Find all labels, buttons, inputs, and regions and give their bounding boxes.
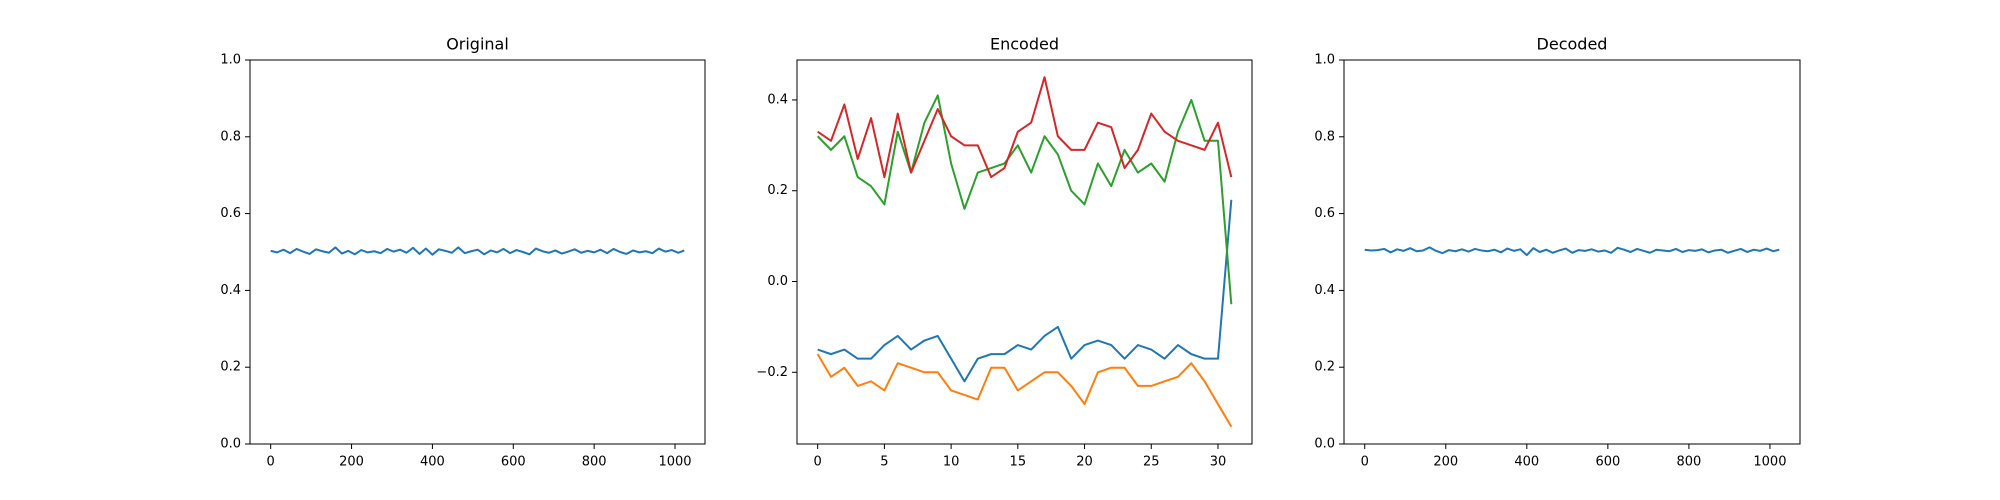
x-tick-label: 400 [1514,455,1539,470]
x-tick-label: 30 [1210,455,1227,470]
y-tick-label: 0.2 [767,183,788,198]
y-tick-label: 0.2 [1314,360,1335,375]
x-tick-label: 800 [582,455,607,470]
x-tick-label: 0 [267,455,275,470]
y-tick-label: 1.0 [220,53,241,68]
y-tick-label: 0.4 [767,92,788,107]
x-tick-label: 25 [1143,455,1160,470]
x-tick-label: 15 [1010,455,1027,470]
chart-title: Decoded [1537,35,1608,54]
subplot: Encoded −0.2 0.0 0.2 0.4 0 5 10 15 20 25 30 [756,35,1253,470]
y-tick-label: 0.8 [1314,129,1335,144]
chart-title: Original [446,35,509,54]
x-tick-label: 800 [1676,455,1701,470]
x-tick-label: 1000 [658,455,691,470]
x-tick-label: 400 [420,455,445,470]
y-tick-label: 0.2 [220,360,241,375]
x-tick-label: 5 [880,455,888,470]
x-tick-label: 1000 [1753,455,1786,470]
x-tick-label: 600 [501,455,526,470]
data-line [816,94,1233,305]
axes-frame [1343,59,1801,445]
x-tick-label: 600 [1595,455,1620,470]
axes-frame [249,59,706,445]
x-tick-label: 200 [339,455,364,470]
x-tick-label: 0 [814,455,822,470]
y-tick-label: 0.4 [220,283,241,298]
axes-frame [796,59,1253,445]
y-tick-label: 0.4 [1314,283,1335,298]
x-tick-label: 200 [1433,455,1458,470]
y-tick-label: −0.2 [756,365,788,380]
data-line [270,246,685,256]
y-tick-label: 0.8 [220,129,241,144]
y-tick-label: 1.0 [1314,53,1335,68]
y-tick-label: 0.6 [1314,206,1335,221]
y-tick-label: 0.0 [220,437,241,452]
data-line [816,353,1233,428]
subplot: Decoded 0.0 0.2 0.4 0.6 0.8 1.0 0 200 400 600 800 10… [1314,35,1801,470]
data-line [817,76,1233,179]
chart-title: Encoded [990,35,1059,54]
x-tick-label: 20 [1076,455,1093,470]
y-tick-label: 0.0 [1314,437,1335,452]
x-tick-label: 0 [1361,455,1369,470]
data-line [1364,246,1780,257]
subplot: Original 0.0 0.2 0.4 0.6 0.8 1.0 0 200 400 600 800 1… [220,35,706,470]
x-tick-label: 10 [943,455,960,470]
y-tick-label: 0.6 [220,206,241,221]
data-line [817,199,1233,383]
y-tick-label: 0.0 [767,274,788,289]
